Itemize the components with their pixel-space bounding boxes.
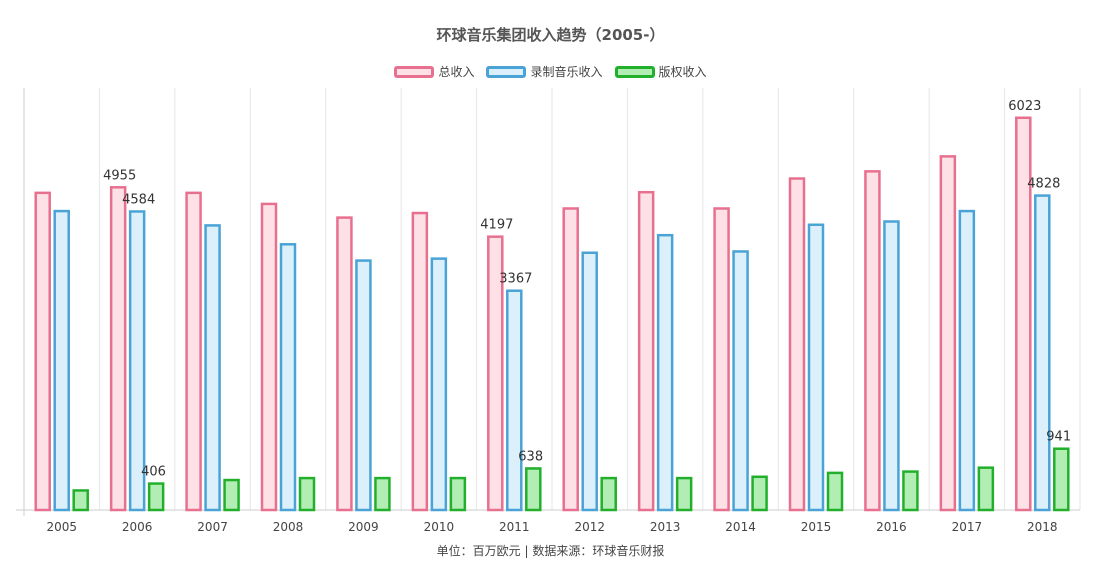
bar-2005-series-1 <box>53 209 70 512</box>
bar-2016-series-0 <box>864 170 881 512</box>
bar-2006-series-2 <box>147 482 165 512</box>
bar-2013-series-2 <box>675 476 693 512</box>
x-tick-label-2012: 2012 <box>574 520 605 534</box>
bar-2006-series-1 <box>128 210 146 512</box>
x-tick-label-2008: 2008 <box>273 520 304 534</box>
x-tick-label-2009: 2009 <box>348 520 379 534</box>
legend-swatch-publishing <box>614 65 655 78</box>
legend-item-recorded-music[interactable]: 录制音乐收入 <box>486 63 603 80</box>
bar-2008-series-2 <box>298 476 316 512</box>
bar-2016-series-2 <box>902 470 919 512</box>
bar-2009-series-0 <box>336 216 353 512</box>
bar-2012-series-1 <box>581 251 598 512</box>
data-label-2018-series-1: 4828 <box>1027 177 1060 192</box>
x-tick-label-2016: 2016 <box>876 520 907 534</box>
bar-2016-series-1 <box>883 220 900 512</box>
bar-2006-series-0 <box>109 186 127 512</box>
bar-2015-series-2 <box>826 471 844 512</box>
bar-2005-series-2 <box>72 489 89 512</box>
bar-2007-series-1 <box>204 224 221 512</box>
data-label-2011-series-2: 638 <box>518 449 543 464</box>
data-label-2006-series-1: 4584 <box>122 192 155 207</box>
x-tick-label-2011: 2011 <box>499 520 530 534</box>
bar-2011-series-1 <box>506 289 523 512</box>
x-tick-label-2005: 2005 <box>46 520 77 534</box>
bar-2014-series-1 <box>732 250 749 512</box>
x-tick-label-2010: 2010 <box>424 520 455 534</box>
x-tick-label-2017: 2017 <box>952 520 983 534</box>
x-tick-label-2006: 2006 <box>122 520 153 534</box>
bar-2007-series-2 <box>223 478 240 512</box>
legend-label-publishing: 版权收入 <box>658 65 707 79</box>
bar-2012-series-0 <box>562 207 579 512</box>
bar-2018-series-2 <box>1053 447 1070 512</box>
legend-item-total-revenue[interactable]: 总收入 <box>394 63 474 80</box>
legend-swatch-total-revenue <box>394 65 435 78</box>
bar-2015-series-0 <box>788 177 806 512</box>
bar-2008-series-0 <box>260 202 278 512</box>
bar-2012-series-2 <box>600 476 617 512</box>
bar-2009-series-2 <box>374 476 391 512</box>
legend-label-recorded-music: 录制音乐收入 <box>530 65 603 79</box>
bar-2010-series-0 <box>411 211 429 512</box>
legend-swatch-recorded-music <box>486 65 527 78</box>
legend-item-publishing[interactable]: 版权收入 <box>614 63 707 80</box>
bar-2010-series-1 <box>430 257 448 512</box>
bar-2018-series-0 <box>1015 116 1032 512</box>
data-label-2006-series-0: 4955 <box>103 168 136 183</box>
bar-2013-series-0 <box>637 190 655 512</box>
bar-2017-series-0 <box>939 155 957 512</box>
bar-2017-series-2 <box>977 466 995 512</box>
data-label-2011-series-1: 3367 <box>499 272 532 287</box>
bar-2014-series-2 <box>751 475 768 512</box>
bar-2010-series-2 <box>449 476 467 512</box>
data-label-2006-series-2: 406 <box>141 465 166 480</box>
bar-2007-series-0 <box>185 191 202 512</box>
bar-2011-series-2 <box>525 467 542 512</box>
bar-2005-series-0 <box>34 191 51 512</box>
x-tick-label-2014: 2014 <box>725 520 756 534</box>
x-tick-label-2007: 2007 <box>197 520 228 534</box>
bar-2014-series-0 <box>713 207 730 512</box>
legend-label-total-revenue: 总收入 <box>438 65 475 79</box>
x-tick-label-2015: 2015 <box>801 520 832 534</box>
legend: 总收入 录制音乐收入 版权收入 <box>0 63 1101 80</box>
bar-2011-series-0 <box>487 235 504 512</box>
bar-2018-series-1 <box>1034 194 1051 512</box>
bar-2008-series-1 <box>279 243 297 512</box>
bar-2017-series-1 <box>958 209 976 512</box>
bar-2013-series-1 <box>656 233 674 512</box>
chart-footnote: 单位：百万欧元 | 数据来源：环球音乐财报 <box>436 544 665 558</box>
bar-2009-series-1 <box>355 259 372 512</box>
x-tick-label-2018: 2018 <box>1027 520 1058 534</box>
x-tick-label-2013: 2013 <box>650 520 681 534</box>
data-label-2018-series-0: 6023 <box>1008 99 1041 114</box>
data-label-2011-series-0: 4197 <box>480 218 513 233</box>
data-label-2018-series-2: 941 <box>1046 430 1071 445</box>
bar-2015-series-1 <box>807 223 825 512</box>
chart-title: 环球音乐集团收入趋势（2005-） <box>436 26 665 44</box>
